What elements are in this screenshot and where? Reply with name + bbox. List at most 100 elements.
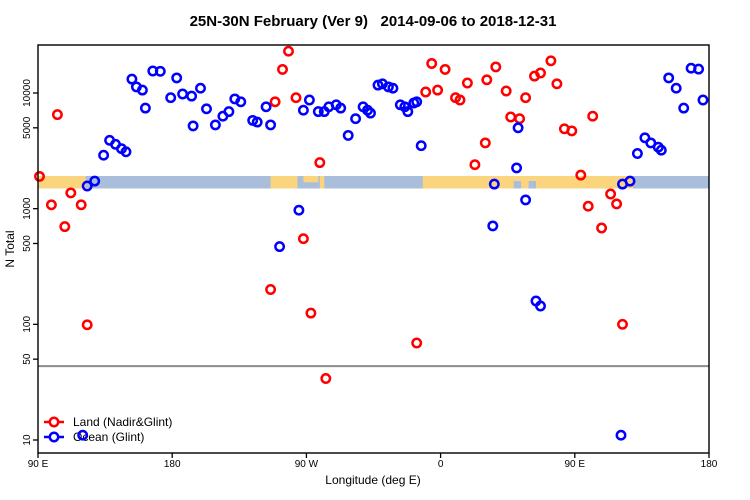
- data-point-ocean: [350, 113, 362, 125]
- data-point-ocean: [312, 106, 324, 118]
- x-tick-label: 180: [701, 459, 718, 470]
- y-tick-label: 10000: [22, 79, 33, 107]
- data-point-ocean: [488, 178, 500, 190]
- data-point-ocean: [411, 96, 423, 108]
- map-band-land-segment: [319, 176, 325, 189]
- data-points-layer: [34, 45, 709, 441]
- data-point-ocean: [487, 220, 499, 232]
- x-tick-label: 180: [164, 459, 181, 470]
- y-axis-label: N Total: [3, 230, 17, 267]
- chart-title: 25N-30N February (Ver 9) 2014-09-06 to 2…: [190, 13, 557, 30]
- data-point-land: [439, 63, 451, 75]
- data-point-land: [596, 222, 608, 234]
- legend-label-ocean: Ocean (Glint): [73, 430, 144, 444]
- map-band-land-segment: [422, 176, 633, 189]
- data-point-ocean: [615, 429, 627, 441]
- data-point-land: [432, 84, 444, 96]
- data-point-ocean: [655, 144, 667, 156]
- data-point-ocean: [260, 101, 272, 113]
- data-point-land: [481, 74, 493, 86]
- x-axis-label: Longitude (deg E): [325, 473, 420, 487]
- data-point-land: [51, 109, 63, 121]
- data-point-land: [545, 55, 557, 67]
- data-point-land: [411, 337, 423, 349]
- data-point-land: [34, 170, 45, 182]
- data-point-land: [426, 58, 438, 69]
- data-point-land: [283, 45, 294, 57]
- legend-marker-land: [48, 416, 60, 428]
- legend-marker-ocean: [48, 431, 60, 443]
- data-point-ocean: [89, 175, 101, 187]
- data-point-ocean: [177, 88, 189, 100]
- data-point-land: [81, 319, 93, 331]
- data-point-ocean: [511, 162, 523, 174]
- data-point-ocean: [154, 65, 166, 77]
- data-point-ocean: [512, 122, 524, 134]
- data-point-land: [605, 188, 617, 200]
- map-band-land-segment: [270, 176, 298, 189]
- data-point-land: [575, 169, 587, 181]
- data-point-ocean: [663, 72, 675, 84]
- data-point-land: [75, 199, 87, 211]
- data-point-ocean: [365, 107, 376, 119]
- data-point-ocean: [678, 102, 690, 114]
- y-tick-label: 100: [22, 316, 33, 333]
- data-point-ocean: [335, 102, 347, 114]
- data-point-ocean: [303, 94, 315, 106]
- data-point-ocean: [98, 149, 110, 161]
- data-point-land: [587, 110, 599, 122]
- data-point-ocean: [186, 90, 198, 102]
- data-point-ocean: [624, 175, 636, 187]
- data-point-land: [297, 233, 309, 245]
- data-point-land: [514, 113, 526, 125]
- data-point-land: [314, 157, 326, 169]
- data-point-land: [420, 86, 432, 98]
- data-point-ocean: [535, 300, 546, 312]
- data-point-ocean: [265, 119, 277, 131]
- data-point-ocean: [415, 140, 427, 152]
- legend-label-land: Land (Nadir&Glint): [73, 415, 172, 429]
- data-point-ocean: [77, 429, 89, 441]
- y-tick-label: 50: [22, 353, 33, 365]
- data-point-ocean: [136, 84, 148, 96]
- data-point-ocean: [187, 120, 199, 132]
- data-point-ocean: [223, 106, 235, 118]
- data-point-land: [611, 198, 623, 210]
- data-point-land: [65, 187, 77, 199]
- data-point-land: [305, 307, 317, 319]
- data-point-ocean: [520, 194, 532, 206]
- data-point-ocean: [631, 148, 643, 159]
- data-point-land: [490, 61, 502, 73]
- data-point-land: [265, 284, 277, 295]
- data-point-land: [269, 96, 281, 108]
- data-point-land: [290, 92, 302, 104]
- y-tick-label: 10: [22, 434, 33, 446]
- data-point-land: [59, 221, 71, 233]
- legend: Land (Nadir&Glint)Ocean (Glint): [44, 415, 172, 444]
- x-tick-label: 90 E: [28, 459, 49, 470]
- data-point-land: [461, 77, 473, 89]
- data-point-land: [45, 199, 57, 211]
- data-point-ocean: [120, 146, 132, 158]
- data-point-ocean: [693, 63, 705, 75]
- x-tick-label: 0: [438, 459, 444, 470]
- data-point-land: [535, 67, 546, 79]
- x-tick-label: 90 W: [295, 459, 319, 470]
- data-point-land: [469, 159, 481, 171]
- x-tick-label: 90 E: [565, 459, 586, 470]
- data-point-land: [479, 137, 491, 149]
- data-point-land: [617, 318, 628, 330]
- map-band-layer: [38, 176, 709, 189]
- data-point-ocean: [235, 96, 247, 108]
- data-point-ocean: [209, 119, 221, 131]
- data-point-ocean: [297, 104, 309, 116]
- data-point-land: [454, 94, 466, 106]
- y-tick-label: 5000: [22, 116, 33, 139]
- data-point-ocean: [387, 82, 399, 94]
- data-point-land: [277, 63, 288, 75]
- data-point-ocean: [670, 82, 682, 94]
- data-point-ocean: [195, 82, 206, 94]
- data-point-ocean: [81, 180, 93, 192]
